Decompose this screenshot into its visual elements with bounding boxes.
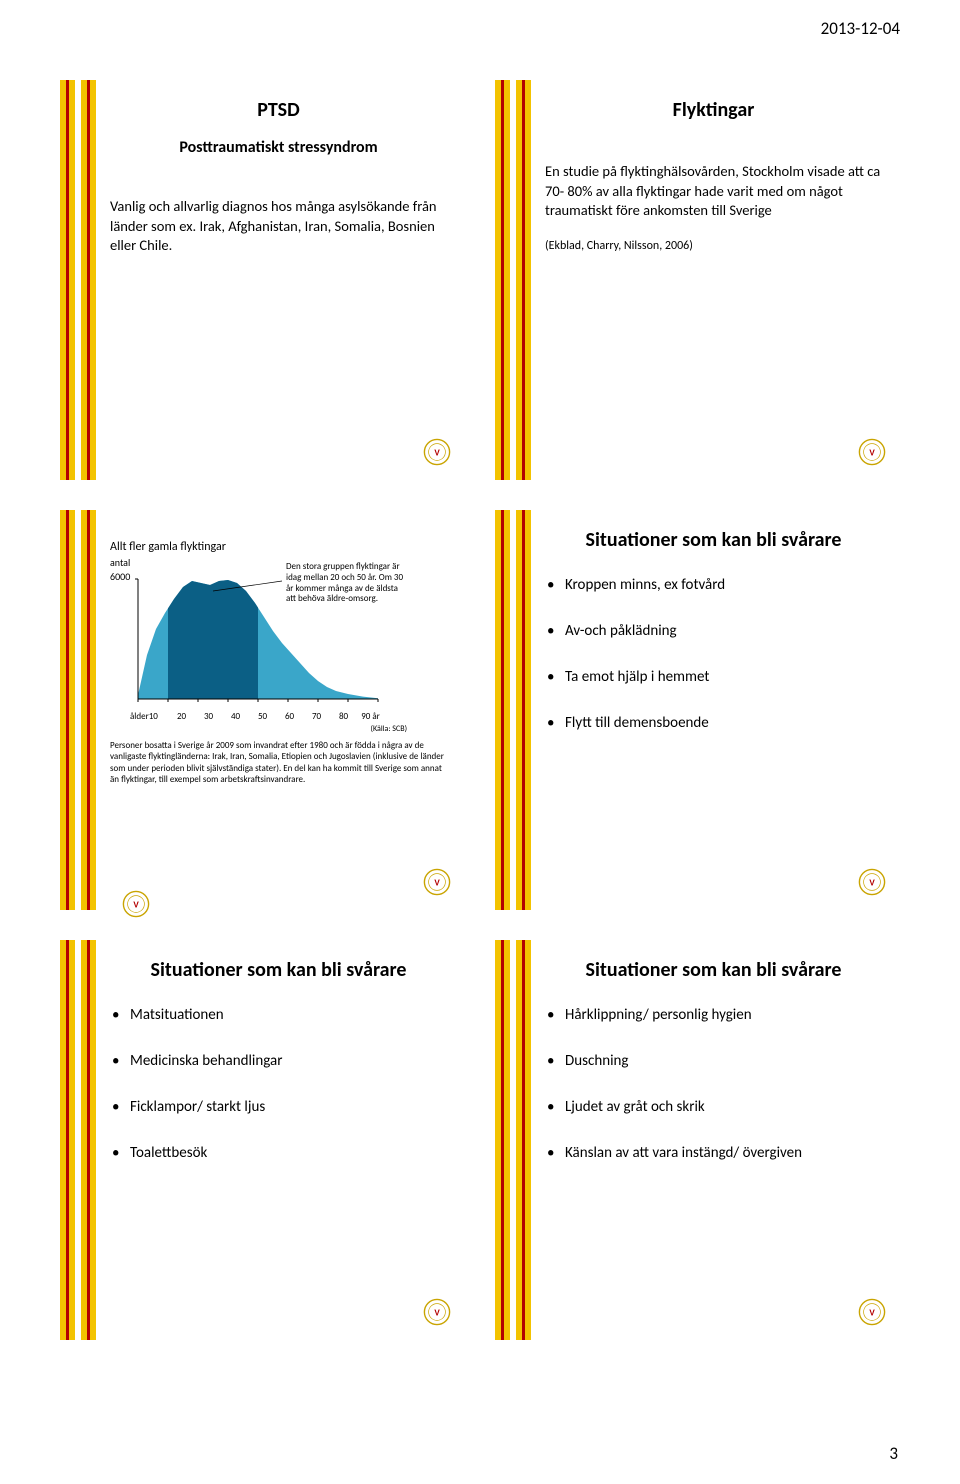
university-seal-icon: V [423,438,451,466]
list-item: Matsituationen [110,1006,447,1024]
svg-text:V: V [434,878,440,889]
university-seal-icon: V [423,868,451,896]
slide-situationer-2: Situationer som kan bli svårare Matsitua… [60,940,465,1340]
stripe-left [495,80,510,480]
stripe-left-2 [81,940,96,1340]
list-item: Hårklippning/ personlig hygien [545,1006,882,1024]
stripe-left-2 [81,80,96,480]
stripe-left-2 [516,510,531,910]
stripe-left-2 [516,80,531,480]
list-item: Kroppen minns, ex fotvård [545,576,882,594]
svg-text:V: V [133,900,139,911]
slide2-cite: (Ekblad, Charry, Nilsson, 2006) [545,239,882,253]
slide4-list: Kroppen minns, ex fotvård Av-och påklädn… [545,576,882,732]
chart-ymax: 6000 [110,570,130,583]
list-item: Medicinska behandlingar [110,1052,447,1070]
slide1-subtitle: Posttraumatiskt stressyndrom [110,138,447,157]
list-item: Flytt till demensboende [545,714,882,732]
slide-situationer-3: Situationer som kan bli svårare Hårklipp… [495,940,900,1340]
chart-xlabels: ålder102030405060708090 år [110,711,447,722]
svg-text:V: V [869,448,875,459]
list-item: Ficklampor/ starkt ljus [110,1098,447,1116]
chart-annotation: Den stora gruppen flyktingar är idag mel… [286,562,406,605]
slide1-body: Vanlig och allvarlig diagnos hos många a… [110,197,447,256]
university-seal-icon: V [858,868,886,896]
slide-chart: Allt fler gamla flyktingar antal 6000 De… [60,510,465,910]
stripe-left [60,510,75,910]
slide-ptsd: PTSD Posttraumatiskt stressyndrom Vanlig… [60,80,465,480]
slide5-title: Situationer som kan bli svårare [110,958,447,982]
stripe-left [495,940,510,1340]
slide1-title: PTSD [110,98,447,122]
refugee-age-chart: Allt fler gamla flyktingar antal 6000 De… [110,540,447,892]
university-seal-icon: V [122,890,150,918]
stripe-left [60,940,75,1340]
slide-situationer-1: Situationer som kan bli svårare Kroppen … [495,510,900,910]
university-seal-icon: V [423,1298,451,1326]
list-item: Av-och påklädning [545,622,882,640]
list-item: Duschning [545,1052,882,1070]
slide6-title: Situationer som kan bli svårare [545,958,882,982]
slide5-list: Matsituationen Medicinska behandlingar F… [110,1006,447,1162]
list-item: Ta emot hjälp i hemmet [545,668,882,686]
slide-flyktingar: Flyktingar En studie på flyktinghälsovår… [495,80,900,480]
chart-source: (Källa: SCB) [110,724,447,734]
slide2-title: Flyktingar [545,98,882,122]
university-seal-icon: V [858,438,886,466]
university-seal-icon: V [858,1298,886,1326]
page-date: 2013-12-04 [821,18,900,39]
chart-caption: Personer bosatta i Sverige år 2009 som i… [110,740,447,785]
slide4-title: Situationer som kan bli svårare [545,528,882,552]
list-item: Toalettbesök [110,1144,447,1162]
stripe-left [495,510,510,910]
list-item: Känslan av att vara instängd/ övergiven [545,1144,882,1162]
svg-text:V: V [434,1308,440,1319]
list-item: Ljudet av gråt och skrik [545,1098,882,1116]
page-number: 3 [889,1443,898,1464]
slides-grid: PTSD Posttraumatiskt stressyndrom Vanlig… [60,80,900,1340]
svg-text:V: V [434,448,440,459]
chart-title: Allt fler gamla flyktingar [110,540,447,554]
svg-text:V: V [869,1308,875,1319]
stripe-left-2 [81,510,96,910]
slide2-body: En studie på flyktinghälsovården, Stockh… [545,162,882,221]
slide6-list: Hårklippning/ personlig hygien Duschning… [545,1006,882,1162]
stripe-left [60,80,75,480]
svg-text:V: V [869,878,875,889]
stripe-left-2 [516,940,531,1340]
